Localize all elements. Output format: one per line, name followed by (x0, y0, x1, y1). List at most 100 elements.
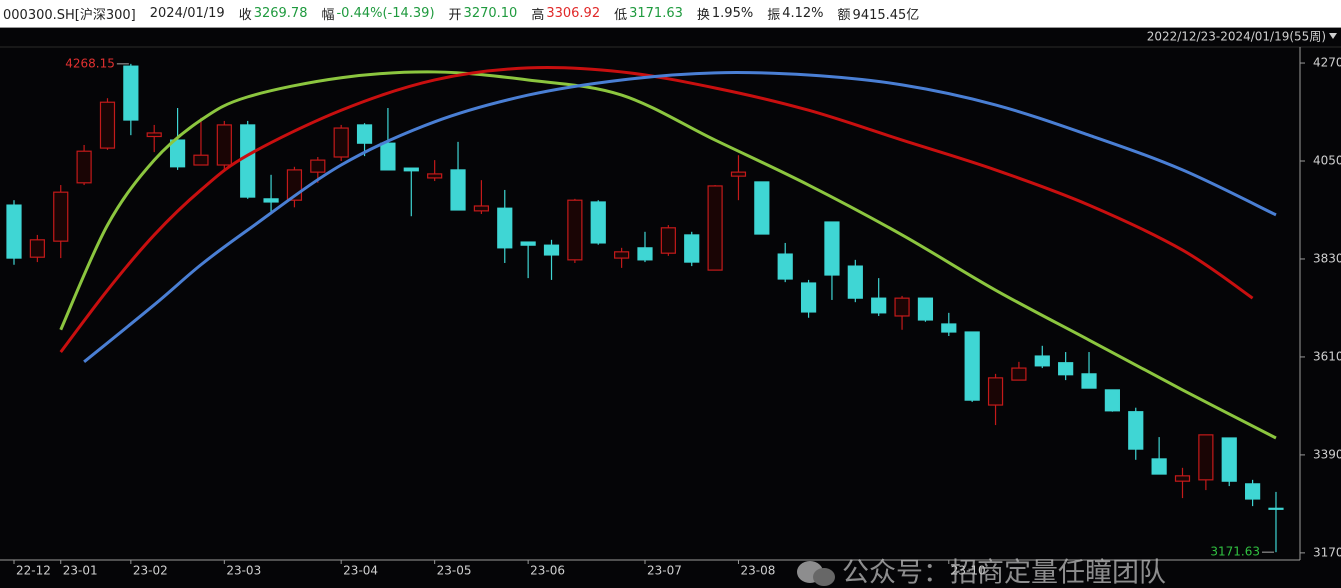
field-label: 收 (238, 8, 252, 23)
candle-body (427, 173, 443, 179)
candle-body (403, 167, 419, 172)
candle-body (707, 185, 723, 271)
range-label: 2022/12/23-2024/01/19(55周) (1147, 30, 1326, 44)
field-value: 3270.10 (463, 6, 518, 21)
chart: 2022/12/23-2024/01/19(55周) 3170 3390 3610 3… (0, 28, 1341, 588)
candle-body (6, 204, 22, 259)
candle-body (380, 142, 396, 171)
candle-body (1221, 437, 1237, 482)
y-tick-label: 3610 (1313, 349, 1341, 363)
field-label: 换 (696, 8, 710, 23)
candle-body (76, 150, 92, 184)
candle-body (730, 171, 747, 177)
candle-body (1174, 475, 1191, 482)
y-tick-label: 3830 (1313, 251, 1341, 265)
candle-body (1104, 389, 1120, 412)
x-tick-label: 23-07 (647, 564, 682, 578)
date: 2024/01/19 (149, 6, 225, 21)
x-tick-label: 23-02 (133, 564, 168, 578)
field-value: 1.95% (711, 6, 754, 21)
candle-body (1151, 458, 1167, 475)
candle-body (871, 297, 887, 314)
candles (6, 63, 1284, 553)
trend-line (59, 66, 1254, 353)
candle-body (53, 191, 69, 242)
trend-line (83, 71, 1277, 363)
candle-body (1198, 434, 1214, 481)
y-tick-label: 4050 (1313, 154, 1341, 168)
candle-body (800, 282, 817, 313)
field-value: 9415.45亿 (852, 8, 920, 23)
candle-body (847, 265, 863, 299)
candle-body (450, 169, 466, 211)
candle-body (590, 201, 606, 244)
x-tick-label: 23-08 (740, 564, 775, 578)
watermark: 公众号：招商定量任瞳团队 (797, 558, 1166, 588)
x-tick-label: 22-12 (16, 564, 51, 578)
candle-body (777, 253, 793, 280)
candle-body (684, 234, 700, 263)
field-label: 开 (448, 8, 462, 23)
candle-body (1034, 355, 1050, 367)
field-label: 振 (767, 8, 781, 23)
candle-body (497, 207, 513, 249)
candle-body (637, 247, 653, 261)
y-tick-label: 3170 (1313, 545, 1341, 559)
candle-body (473, 205, 489, 212)
field-value: 3269.78 (253, 6, 308, 21)
candle-body (29, 239, 45, 258)
candle-body (660, 227, 676, 254)
candle-body (894, 297, 910, 317)
symbol: 000300.SH[沪深300] (3, 8, 136, 23)
candle-body (614, 251, 630, 259)
candle-body (1081, 373, 1097, 389)
candle-body (263, 198, 279, 203)
field-label: 低 (614, 8, 628, 23)
wechat-icon (813, 568, 835, 586)
candle-body (754, 181, 770, 235)
watermark-text: 公众号：招商定量任瞳团队 (842, 558, 1166, 588)
background (0, 28, 1341, 588)
range-dropdown[interactable] (1329, 33, 1337, 39)
candle-body (240, 124, 256, 198)
min-label: 3171.63 (1210, 545, 1260, 559)
candle-body (123, 65, 139, 121)
candle-body (310, 159, 326, 173)
x-tick-label: 23-06 (530, 564, 565, 578)
y-tick-label: 4270 (1313, 56, 1341, 70)
candle-body (1058, 362, 1074, 376)
candle-body (824, 221, 840, 276)
candle-body (193, 154, 209, 166)
candle-body (567, 199, 583, 261)
field-value: 3306.92 (546, 6, 601, 21)
x-tick-label: 23-03 (226, 564, 261, 578)
candle-body (987, 377, 1004, 406)
candle-body (520, 241, 536, 246)
field-value: 4.12% (782, 6, 824, 21)
candle-body (169, 139, 186, 168)
field-label: 高 (531, 8, 545, 23)
quote-header: 000300.SH[沪深300] 2024/01/19 收 3269.78 幅 -0.44… (0, 0, 1341, 28)
candle-body (1268, 507, 1284, 510)
candle-body (1011, 367, 1027, 381)
candle-body (1245, 483, 1261, 500)
y-tick-label: 3390 (1313, 447, 1341, 461)
candle-body (941, 323, 957, 333)
candle-body (216, 124, 232, 166)
field-value: -0.44%(-14.39) (336, 6, 435, 21)
trend-line (59, 70, 1277, 440)
field-label: 额 (837, 8, 851, 23)
candle-body (333, 127, 349, 158)
candle-body (146, 132, 162, 138)
candle-body (356, 124, 373, 144)
x-tick-label: 23-10 (951, 564, 986, 578)
candle-body (99, 101, 116, 149)
x-tick-label: 23-01 (63, 564, 98, 578)
candle-body (964, 331, 980, 401)
x-tick-label: 23-05 (437, 564, 472, 578)
candle-body (1128, 411, 1144, 450)
x-tick-label: 23-04 (343, 564, 378, 578)
field-value: 3171.63 (629, 6, 683, 21)
candle-body (917, 297, 934, 321)
